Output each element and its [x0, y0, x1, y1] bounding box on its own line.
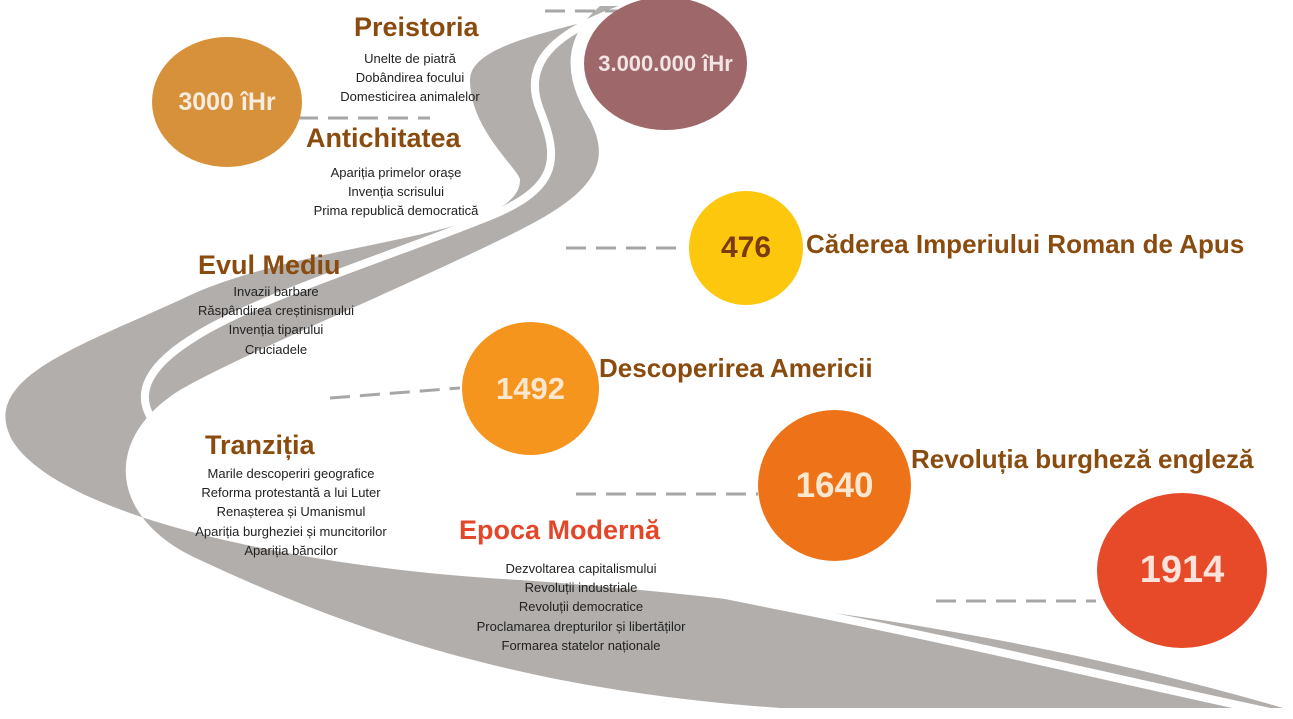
connector-1492: [329, 386, 461, 400]
era-item: Dezvoltarea capitalismului: [505, 561, 657, 576]
milestone-year: 3000 îHr: [178, 87, 276, 116]
era-title-preistoria: Preistoria: [354, 12, 479, 42]
milestone-1914: 1914: [1097, 493, 1267, 648]
era-title-antichitatea: Antichitatea: [306, 123, 461, 153]
era-list-tranzitia: Marile descoperiri geografice Reforma pro…: [166, 464, 416, 560]
dashed-connectors: [298, 9, 1096, 603]
era-item: Apariția primelor orașe: [330, 165, 462, 180]
era-item: Renașterea și Umanismul: [216, 504, 366, 520]
milestone-1640: 1640: [758, 410, 911, 561]
era-title-tranzitia: Tranziția: [205, 430, 315, 460]
era-item: Cruciadele: [244, 341, 308, 357]
milestone-476: 476: [689, 191, 803, 305]
era-list-antichitatea: Apariția primelor orașe Invenția scrisulu…: [296, 163, 496, 221]
era-item: Formarea statelor naționale: [501, 637, 661, 653]
event-label-1492: Descoperirea Americii: [599, 353, 873, 383]
era-list-preistoria: Unelte de piatră Dobândirea focului Domest…: [320, 49, 500, 107]
era-item: Marile descoperiri geografice: [207, 466, 375, 481]
event-label-1640: Revoluția burgheză engleză: [911, 444, 1254, 474]
milestone-year: 476: [720, 231, 772, 264]
event-label-476: Căderea Imperiului Roman de Apus: [806, 229, 1245, 259]
era-item: Dobândirea focului: [355, 70, 465, 86]
era-item: Revoluții democratice: [518, 599, 644, 615]
era-item: Invenția tiparului: [228, 322, 324, 338]
era-item: Apariția burgheziei și muncitorilor: [195, 523, 387, 539]
era-item: Unelte de piatră: [364, 51, 456, 66]
milestone-year: 1914: [1139, 549, 1225, 591]
era-item: Revoluții industriale: [524, 580, 638, 596]
era-item: Răspândirea creștinismului: [197, 303, 355, 319]
milestone-year: 1492: [496, 370, 565, 406]
milestone-year: 1640: [795, 465, 874, 505]
milestone-1492: 1492: [462, 322, 599, 455]
milestone-3000000-ihr: 3.000.000 îHr: [584, 0, 747, 130]
milestone-year: 3.000.000 îHr: [598, 50, 733, 76]
era-item: Domesticirea animalelor: [340, 89, 480, 105]
road-center-line: [140, 4, 1271, 716]
era-title-evul-mediu: Evul Mediu: [198, 250, 341, 280]
era-item: Reforma protestantă a lui Luter: [201, 485, 381, 501]
era-item: Invazii barbare: [233, 284, 319, 299]
milestone-3000-ihr: 3000 îHr: [152, 37, 302, 167]
era-title-epoca-moderna: Epoca Modernă: [459, 515, 661, 545]
era-list-evul-mediu: Invazii barbare Răspândirea creștinismulu…: [176, 282, 376, 359]
era-item: Proclamarea drepturilor și libertăților: [476, 618, 686, 634]
era-item: Prima republică democratică: [313, 203, 479, 219]
era-list-epoca-moderna: Dezvoltarea capitalismului Revoluții indu…: [450, 559, 712, 655]
era-item: Apariția băncilor: [244, 542, 338, 558]
era-item: Invenția scrisului: [347, 184, 445, 200]
